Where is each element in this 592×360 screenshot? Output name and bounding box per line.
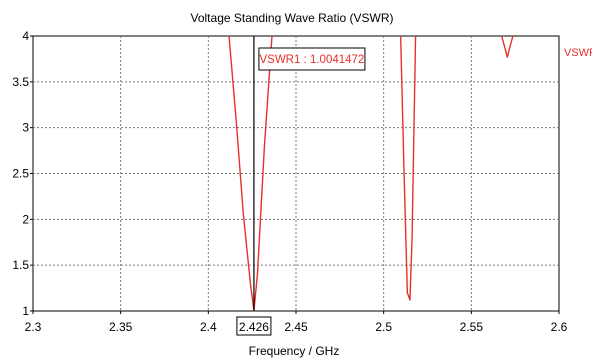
x-tick-label: 2.3	[25, 320, 42, 334]
chart-title: Voltage Standing Wave Ratio (VSWR)	[191, 11, 394, 25]
y-tick-label: 2	[22, 212, 29, 226]
marker-x-box	[236, 316, 272, 336]
marker-layer: VSWR1 : 1.0041472 2.426	[236, 36, 366, 336]
x-tick-label: 2.35	[109, 320, 133, 334]
x-tick-label: 2.45	[284, 320, 308, 334]
x-tick-label: 2.55	[460, 320, 484, 334]
y-tick-label: 2.5	[12, 167, 29, 181]
y-tick-label: 4	[22, 29, 29, 43]
legend-series-label: VSWR1	[564, 47, 592, 59]
y-tick-label: 1.5	[12, 258, 29, 272]
y-tick-label: 3	[22, 121, 29, 135]
y-tick-label: 1	[22, 304, 29, 318]
series-line-vswr1	[399, 35, 417, 301]
series-line-vswr1	[500, 35, 514, 58]
x-tick-label: 2.5	[375, 320, 392, 334]
x-tick-labels: 2.3 2.35 2.4 2.45 2.5 2.55 2.6	[25, 311, 568, 334]
grid-lines	[33, 36, 559, 311]
marker-value-label: VSWR1 : 1.0041472	[259, 54, 364, 66]
x-tick-label: 2.6	[551, 320, 568, 334]
x-tick-label: 2.4	[200, 320, 217, 334]
series-line-vswr1	[228, 35, 273, 312]
marker-x-label: 2.426	[239, 320, 269, 334]
x-axis-title: Frequency / GHz	[249, 344, 340, 358]
y-tick-label: 3.5	[12, 75, 29, 89]
y-tick-labels: 1 1.5 2 2.5 3 3.5 4	[12, 29, 33, 318]
marker-value-box	[258, 47, 366, 71]
series-layer	[228, 35, 514, 312]
